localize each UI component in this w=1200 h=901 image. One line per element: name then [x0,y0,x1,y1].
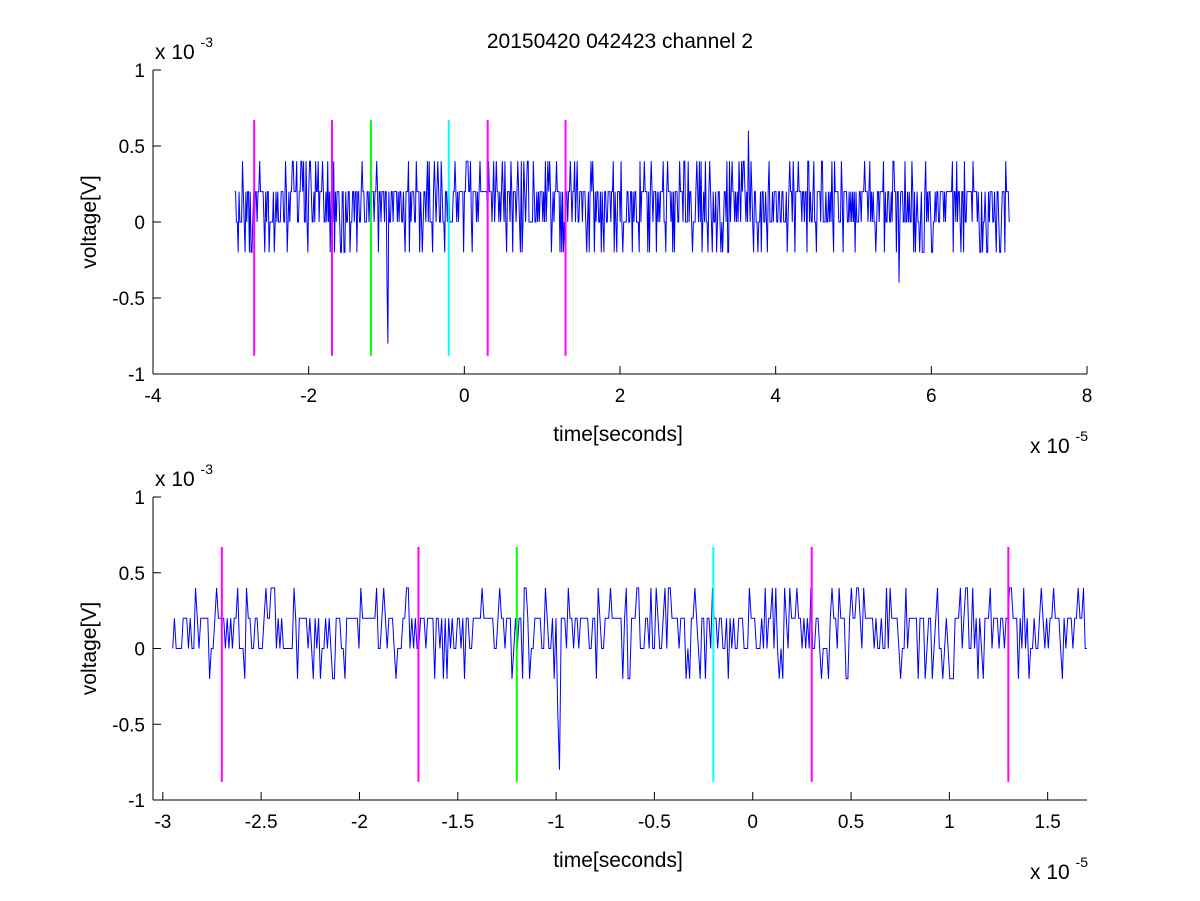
bottom-x-tick-label: 1.5 [1034,812,1060,833]
bottom-y-axis-label: voltage[V] [78,602,101,695]
bottom-x-axis-label: time[seconds] [553,849,683,872]
bottom-y-tick-label: 1 [134,488,145,509]
top-y-tick-label: 0.5 [119,137,145,158]
top-x-axis-label: time[seconds] [553,423,683,446]
top-x-exponent: x 10 -5 [1030,428,1088,458]
top-signal-line [234,130,1010,344]
top-x-tick-label: 0 [459,386,470,407]
top-y-axis-label: voltage[V] [78,175,101,268]
figure-title: 20150420 042423 channel 2 [487,30,753,53]
bottom-y-tick-label: -0.5 [112,715,145,736]
bottom-x-exponent-power: -5 [1076,854,1089,870]
top-x-tick-label: -4 [145,386,162,407]
top-y-exponent-power: -3 [201,34,214,50]
bottom-x-tick-label: -3 [154,812,171,833]
top-y-tick-label: 0 [134,213,145,234]
bottom-signal-line [172,587,1087,770]
top-y-tick-label: 1 [134,61,145,82]
top-y-tick-label: -0.5 [112,289,145,310]
top-x-tick-label: 6 [926,386,937,407]
bottom-x-tick-label: -2 [351,812,368,833]
bottom-x-tick-label: 0.5 [838,812,864,833]
top-panel: -4 -2 0 2 4 6 8 1 0.5 0 -0.5 -1 time[seconds] voltage… [78,34,1092,458]
bottom-x-tick-label: -2.5 [245,812,278,833]
bottom-x-tick-label: 0 [747,812,758,833]
bottom-y-exponent: x 10 -3 [155,461,213,491]
bottom-x-tick-label: 1 [944,812,955,833]
bottom-x-tick-label: -1 [548,812,565,833]
bottom-panel: -3 -2.5 -2 -1.5 -1 -0.5 0 0.5 1 1.5 1 0.5 0 -0.5 -1 tim… [78,461,1088,884]
bottom-y-tick-label: 0 [134,640,145,661]
bottom-y-tick-label: -1 [128,791,145,812]
bottom-y-exponent-power: -3 [201,461,214,477]
top-y-exponent: x 10 -3 [155,34,213,64]
top-x-exponent-power: -5 [1076,428,1089,444]
top-x-tick-label: 4 [770,386,781,407]
top-y-tick-label: -1 [128,365,145,386]
bottom-y-tick-label: 0.5 [119,564,145,585]
top-x-tick-label: 8 [1082,386,1093,407]
top-x-tick-label: 2 [615,386,626,407]
bottom-x-tick-label: -1.5 [441,812,474,833]
bottom-x-tick-label: -0.5 [638,812,671,833]
top-x-tick-label: -2 [300,386,317,407]
bottom-x-exponent: x 10 -5 [1030,854,1088,884]
